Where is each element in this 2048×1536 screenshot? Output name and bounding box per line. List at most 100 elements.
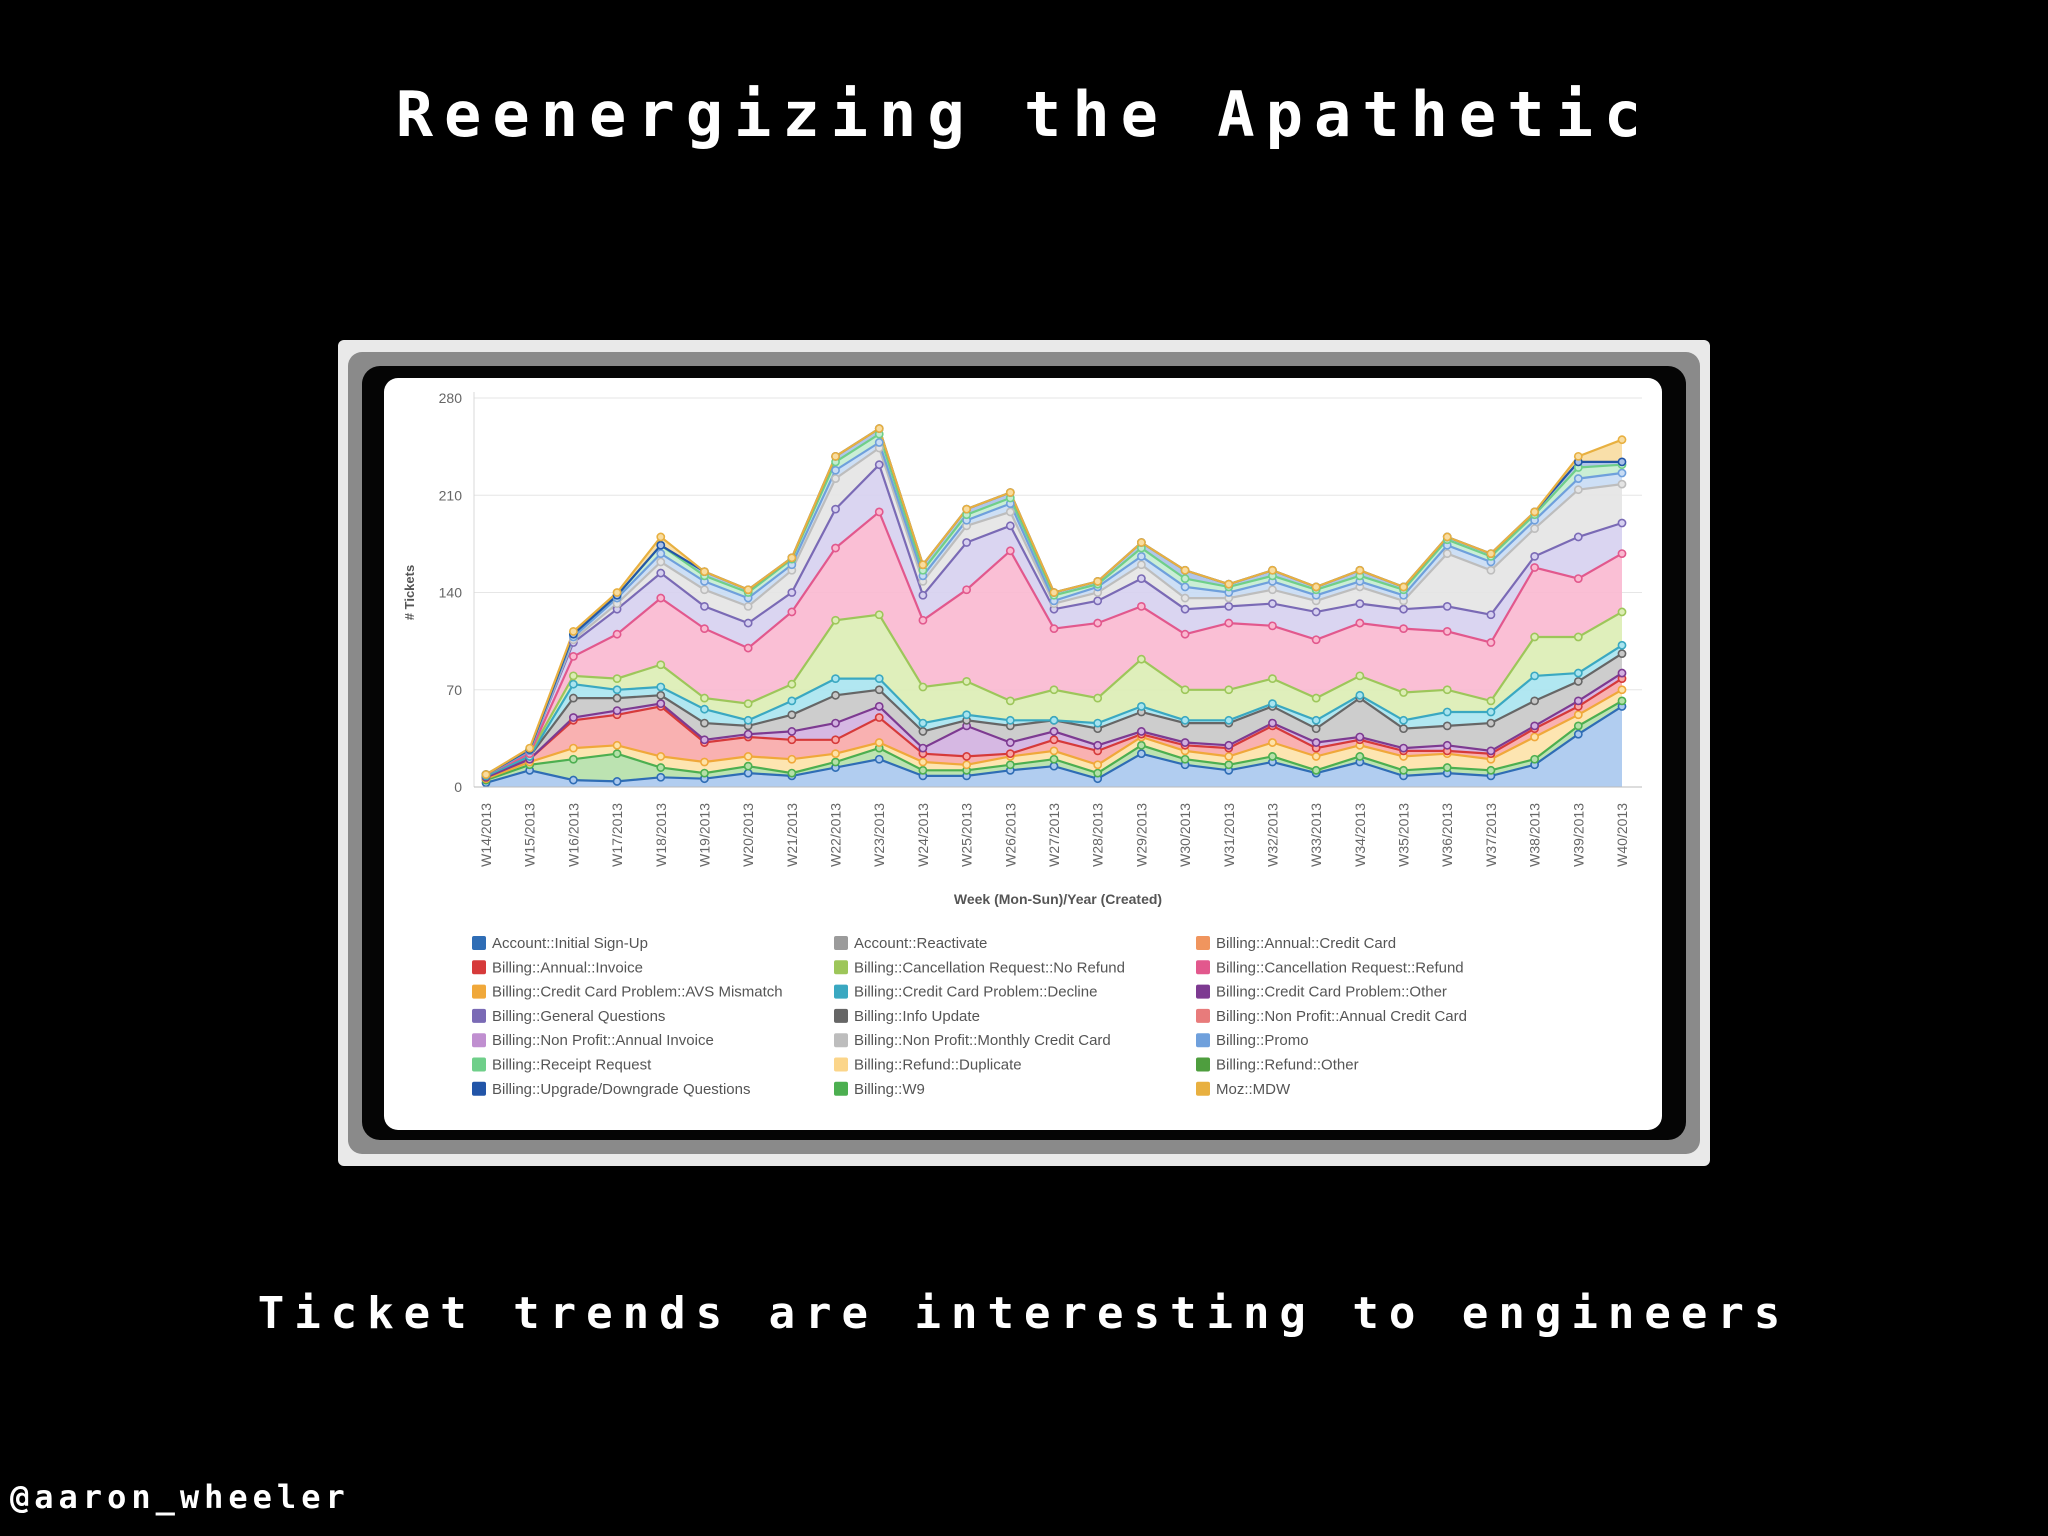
data-point[interactable] bbox=[612, 588, 622, 597]
data-point[interactable] bbox=[1180, 574, 1190, 584]
data-point[interactable] bbox=[874, 685, 884, 695]
data-point[interactable] bbox=[1049, 715, 1059, 725]
data-point[interactable] bbox=[1180, 715, 1190, 725]
data-point[interactable] bbox=[1617, 457, 1627, 467]
legend-item[interactable]: Billing::Refund::Duplicate bbox=[834, 1057, 1022, 1074]
data-point[interactable] bbox=[1617, 435, 1627, 445]
data-point[interactable] bbox=[1180, 604, 1190, 614]
data-point[interactable] bbox=[1224, 579, 1234, 589]
data-point[interactable] bbox=[831, 474, 840, 483]
data-point[interactable] bbox=[1530, 754, 1540, 764]
data-point[interactable] bbox=[700, 693, 709, 703]
data-point[interactable] bbox=[656, 549, 666, 558]
data-point[interactable] bbox=[1224, 618, 1234, 628]
legend-item[interactable]: Account::Reactivate bbox=[834, 935, 987, 952]
data-point[interactable] bbox=[1486, 549, 1496, 558]
data-point[interactable] bbox=[743, 601, 753, 611]
data-point[interactable] bbox=[918, 765, 928, 775]
data-point[interactable] bbox=[1005, 738, 1015, 747]
data-point[interactable] bbox=[874, 713, 884, 722]
data-point[interactable] bbox=[1399, 724, 1408, 734]
data-point[interactable] bbox=[1573, 677, 1583, 686]
data-point[interactable] bbox=[700, 757, 709, 767]
data-point[interactable] bbox=[1311, 738, 1321, 747]
data-point[interactable] bbox=[831, 465, 840, 475]
data-point[interactable] bbox=[1224, 715, 1234, 725]
data-point[interactable] bbox=[1180, 685, 1190, 695]
data-point[interactable] bbox=[743, 618, 753, 628]
data-point[interactable] bbox=[1268, 621, 1277, 631]
data-point[interactable] bbox=[787, 679, 797, 689]
data-point[interactable] bbox=[1617, 649, 1627, 659]
data-point[interactable] bbox=[568, 713, 578, 722]
legend-item[interactable]: Billing::Annual::Credit Card bbox=[1196, 935, 1396, 952]
data-point[interactable] bbox=[1268, 718, 1277, 728]
legend-item[interactable]: Billing::Non Profit::Annual Credit Card bbox=[1196, 1008, 1467, 1025]
data-point[interactable] bbox=[1136, 727, 1146, 736]
data-point[interactable] bbox=[1224, 752, 1234, 761]
data-point[interactable] bbox=[1224, 740, 1234, 750]
data-point[interactable] bbox=[1530, 524, 1540, 533]
data-point[interactable] bbox=[700, 704, 709, 714]
data-point[interactable] bbox=[918, 757, 928, 767]
data-point[interactable] bbox=[700, 624, 709, 634]
data-point[interactable] bbox=[1486, 638, 1496, 647]
data-point[interactable] bbox=[1180, 738, 1190, 747]
data-point[interactable] bbox=[612, 674, 622, 684]
data-point[interactable] bbox=[656, 752, 666, 761]
data-point[interactable] bbox=[656, 532, 666, 542]
data-point[interactable] bbox=[743, 715, 753, 725]
data-point[interactable] bbox=[918, 718, 928, 728]
data-point[interactable] bbox=[1311, 765, 1321, 775]
data-point[interactable] bbox=[1355, 599, 1365, 609]
data-point[interactable] bbox=[568, 754, 578, 764]
data-point[interactable] bbox=[1442, 532, 1452, 542]
data-point[interactable] bbox=[1180, 593, 1190, 603]
data-point[interactable] bbox=[1530, 563, 1540, 572]
data-point[interactable] bbox=[656, 660, 666, 670]
data-point[interactable] bbox=[700, 768, 709, 778]
data-point[interactable] bbox=[1136, 574, 1146, 584]
legend-item[interactable]: Billing::Promo bbox=[1196, 1032, 1309, 1049]
legend-item[interactable]: Billing::Credit Card Problem::Other bbox=[1196, 984, 1447, 1001]
data-point[interactable] bbox=[962, 752, 972, 761]
data-point[interactable] bbox=[700, 585, 709, 595]
data-point[interactable] bbox=[831, 690, 840, 700]
data-point[interactable] bbox=[1268, 565, 1277, 575]
data-point[interactable] bbox=[1617, 640, 1627, 650]
data-point[interactable] bbox=[656, 699, 666, 709]
data-point[interactable] bbox=[700, 735, 709, 745]
data-point[interactable] bbox=[568, 693, 578, 703]
data-point[interactable] bbox=[1005, 749, 1015, 759]
data-point[interactable] bbox=[1180, 582, 1190, 592]
data-point[interactable] bbox=[1486, 610, 1496, 620]
data-point[interactable] bbox=[1311, 635, 1321, 645]
data-point[interactable] bbox=[1005, 521, 1015, 531]
data-point[interactable] bbox=[874, 460, 884, 470]
data-point[interactable] bbox=[525, 743, 535, 753]
data-point[interactable] bbox=[1005, 546, 1015, 556]
data-point[interactable] bbox=[1442, 707, 1452, 717]
data-point[interactable] bbox=[1355, 565, 1365, 575]
data-point[interactable] bbox=[1486, 696, 1496, 706]
data-point[interactable] bbox=[1049, 754, 1059, 764]
legend-item[interactable]: Billing::Non Profit::Annual Invoice bbox=[472, 1032, 714, 1049]
data-point[interactable] bbox=[1311, 724, 1321, 734]
data-point[interactable] bbox=[1355, 690, 1365, 700]
data-point[interactable] bbox=[1268, 599, 1277, 609]
data-point[interactable] bbox=[1136, 740, 1146, 750]
data-point[interactable] bbox=[568, 671, 578, 681]
legend-item[interactable]: Billing::Cancellation Request::No Refund bbox=[834, 959, 1125, 976]
data-point[interactable] bbox=[612, 777, 622, 786]
data-point[interactable] bbox=[1442, 601, 1452, 611]
data-point[interactable] bbox=[1617, 668, 1627, 678]
data-point[interactable] bbox=[700, 567, 709, 577]
data-point[interactable] bbox=[787, 696, 797, 706]
data-point[interactable] bbox=[1442, 721, 1452, 731]
data-point[interactable] bbox=[918, 743, 928, 753]
data-point[interactable] bbox=[700, 601, 709, 611]
data-point[interactable] bbox=[1399, 715, 1408, 725]
data-point[interactable] bbox=[1093, 618, 1103, 628]
legend-item[interactable]: Billing::Info Update bbox=[834, 1008, 980, 1025]
data-point[interactable] bbox=[1049, 746, 1059, 756]
